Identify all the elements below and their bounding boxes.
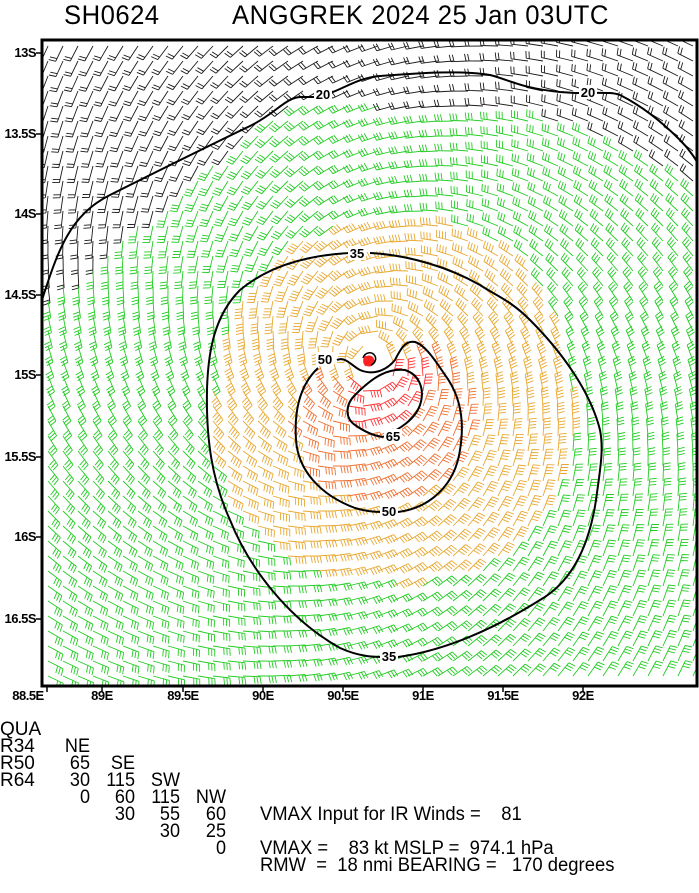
chart-title: SH0624 ANGGREK 2024 25 Jan 03UTC: [0, 0, 699, 38]
wind-field-plot: 20 20 35 35 50 50 65: [36, 38, 699, 692]
cell-nw: 0: [215, 838, 226, 859]
quadrant-label: QUA: [0, 719, 42, 740]
x-tick-label: 89.5E: [167, 688, 199, 703]
x-tick-label: 91E: [412, 688, 434, 703]
x-tick-label: 88.5E: [12, 688, 44, 703]
row-label: R50: [0, 753, 35, 774]
cell-ne: 30: [69, 770, 90, 791]
col-se: SE: [110, 753, 135, 774]
cell-nw: 25: [205, 821, 226, 842]
cell-ne: 0: [79, 787, 90, 808]
cell-se: 60: [114, 787, 135, 808]
contour-35kt: [205, 252, 603, 658]
contour-label-35-top: 35: [350, 246, 364, 261]
contour-65kt: [346, 368, 423, 438]
contour-label-65: 65: [386, 429, 400, 444]
col-ne: NE: [64, 736, 90, 757]
cell-sw: 55: [159, 804, 180, 825]
table-row: R50 30 60 55 25 VMAX = 83 kt MSLP = 974.…: [0, 738, 554, 858]
x-tick-label: 90.5E: [327, 688, 359, 703]
cell-ne: 65: [69, 753, 90, 774]
vmax-mslp: VMAX = 83 kt MSLP = 974.1 hPa: [260, 838, 554, 859]
cell-se: 115: [106, 770, 135, 791]
cell-nw: 60: [205, 804, 226, 825]
cell-se: 30: [114, 804, 135, 825]
cell-sw: 115: [151, 787, 180, 808]
wind-contours: [43, 71, 696, 658]
row-label: R64: [0, 770, 35, 791]
table-row: R64 0 30 30 0 RMW = 18 nmi BEARING = 170…: [0, 755, 614, 875]
x-tick-label: 92E: [572, 688, 594, 703]
col-sw: SW: [150, 770, 180, 791]
x-tick-label: 91.5E: [487, 688, 519, 703]
x-tick-label: 90E: [252, 688, 274, 703]
row-label: R34: [0, 736, 35, 757]
y-tick-label: 13.5S: [4, 126, 37, 141]
y-tick-label: 15S: [14, 367, 36, 382]
axis-ticks: [36, 52, 584, 692]
col-nw: NW: [195, 787, 226, 808]
y-tick-label: 13S: [14, 45, 36, 60]
y-tick-label: 14.5S: [4, 287, 37, 302]
x-tick-label: 89E: [91, 688, 113, 703]
rmw-bearing: RMW = 18 nmi BEARING = 170 degrees: [260, 855, 615, 876]
cell-sw: 30: [159, 821, 180, 842]
contour-label-20-left: 20: [316, 87, 330, 102]
contour-20kt: [43, 71, 696, 301]
y-tick-label: 16.5S: [4, 611, 37, 626]
storm-id: SH0624: [64, 0, 160, 30]
storm-title: ANGGREK 2024 25 Jan 03UTC: [232, 0, 609, 30]
y-tick-label: 15.5S: [4, 449, 37, 464]
contour-50kt: [294, 340, 463, 513]
y-tick-label: 16S: [14, 529, 36, 544]
y-tick-label: 14S: [14, 206, 36, 221]
table-row: R34 65 115 115 60: [0, 721, 226, 824]
storm-center-icon: [362, 352, 377, 367]
plot-frame: [40, 38, 699, 688]
vmax-ir-input: VMAX Input for IR Winds = 81: [260, 804, 522, 825]
contour-label-35-bottom: 35: [382, 649, 396, 664]
table-header-row: QUA NE SE SW NW VMAX Input for IR Winds …: [0, 704, 522, 824]
contour-label-20-right: 20: [581, 85, 595, 100]
contour-label-50-bottom: 50: [382, 504, 396, 519]
contour-label-50-top: 50: [318, 352, 332, 367]
